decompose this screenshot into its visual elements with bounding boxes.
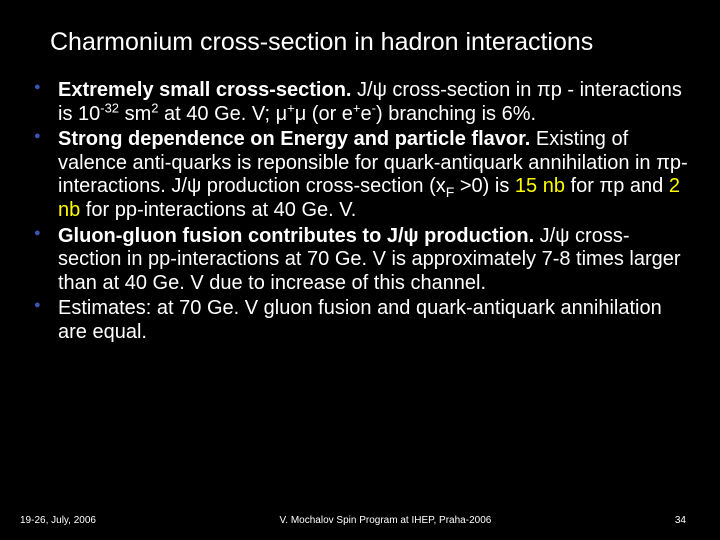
bullet-lead: Gluon-gluon fusion contributes to J/ψ pr… <box>58 225 534 247</box>
footer-page-number: 34 <box>675 515 686 526</box>
list-item: Extremely small cross-section. J/ψ cross… <box>34 79 690 126</box>
list-item: Estimates: at 70 Ge. V gluon fusion and … <box>34 297 690 344</box>
list-item: Gluon-gluon fusion contributes to J/ψ pr… <box>34 225 690 296</box>
footer-author: V. Mochalov Spin Program at IHEP, Praha-… <box>96 515 675 526</box>
bullet-list: Extremely small cross-section. J/ψ cross… <box>30 79 690 345</box>
bullet-lead: Extremely small cross-section. <box>58 79 351 101</box>
footer: 19-26, July, 2006 V. Mochalov Spin Progr… <box>0 515 720 526</box>
footer-date: 19-26, July, 2006 <box>20 515 96 526</box>
page-title: Charmonium cross-section in hadron inter… <box>50 28 690 57</box>
bullet-lead: Strong dependence on Energy and particle… <box>58 128 530 150</box>
bullet-body: Estimates: at 70 Ge. V gluon fusion and … <box>58 297 662 343</box>
list-item: Strong dependence on Energy and particle… <box>34 128 690 222</box>
